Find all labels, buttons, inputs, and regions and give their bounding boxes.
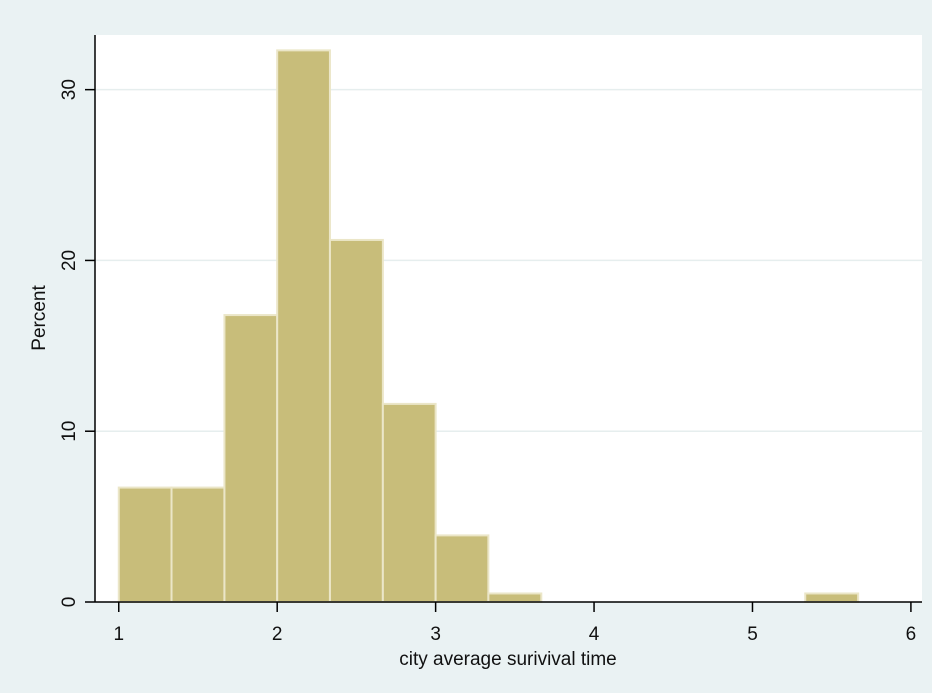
ticks: 1 2 3 4 5 6 0 10 20 30 — [59, 79, 916, 645]
histogram-bar-1 — [117, 486, 173, 603]
histogram-bar-5 — [328, 238, 384, 603]
x-tick-label-3: 3 — [430, 624, 441, 645]
bars — [117, 49, 860, 604]
histogram-bar-7 — [434, 534, 490, 604]
histogram-bar-4 — [276, 49, 331, 603]
histogram-bar-8 — [487, 592, 543, 603]
x-tick-label-6: 6 — [906, 624, 917, 645]
x-axis-title: city average surivival time — [399, 649, 617, 670]
histogram-bar-6 — [381, 402, 437, 603]
y-tick-label-30: 30 — [59, 79, 80, 100]
y-tick-label-10: 10 — [59, 421, 80, 442]
x-tick-label-1: 1 — [113, 624, 124, 645]
histogram-bar-2 — [170, 486, 226, 603]
x-tick-label-4: 4 — [589, 624, 600, 645]
y-tick-label-0: 0 — [59, 597, 80, 608]
histogram-bar-9 — [804, 592, 860, 603]
y-tick-label-20: 20 — [59, 250, 80, 271]
histogram-bar-3 — [223, 314, 279, 603]
y-axis-title: Percent — [29, 285, 50, 351]
axes — [94, 35, 922, 603]
x-tick-label-5: 5 — [747, 624, 758, 645]
x-tick-label-2: 2 — [272, 624, 283, 645]
